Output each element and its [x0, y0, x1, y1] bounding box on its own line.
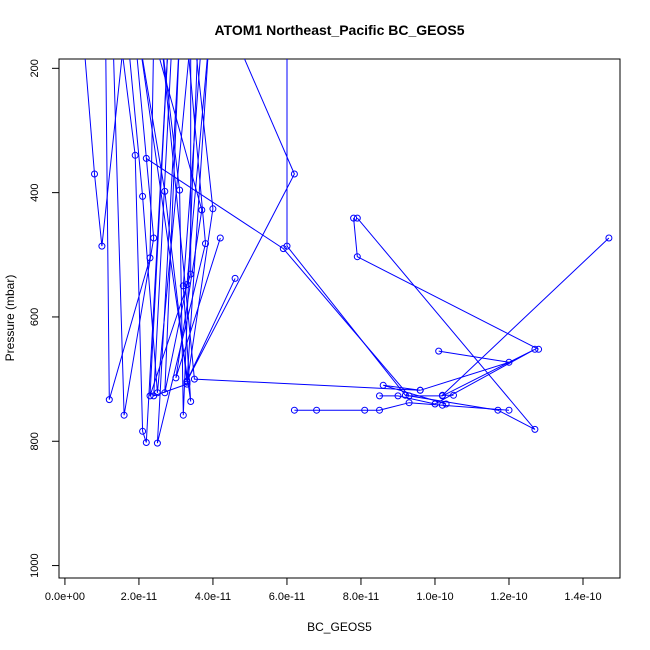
series-line: [146, 157, 536, 405]
data-point: [142, 154, 150, 162]
data-point: [139, 427, 147, 435]
data-point: [405, 399, 413, 407]
data-point: [183, 377, 191, 385]
y-tick-label: 200: [29, 59, 41, 77]
data-point: [353, 214, 361, 222]
x-tick-label: 4.0e-11: [195, 591, 232, 603]
data-point: [161, 389, 169, 397]
data-point: [187, 398, 195, 405]
data-point: [438, 391, 446, 399]
data-point: [179, 411, 187, 419]
data-point: [394, 392, 402, 400]
data-point: [131, 151, 139, 159]
series-line: [129, 59, 190, 393]
data-point: [146, 392, 154, 400]
series-line: [294, 402, 510, 411]
series-line: [164, 59, 208, 393]
data-point: [150, 234, 158, 242]
data-point: [216, 234, 224, 242]
x-tick-label: 6.0e-11: [269, 591, 306, 603]
data-point: [379, 381, 387, 389]
data-point: [494, 406, 502, 414]
data-point: [535, 345, 543, 353]
y-tick-label: 600: [29, 308, 41, 326]
series-line: [122, 59, 168, 443]
series-line: [420, 350, 510, 391]
x-axis-label: BC_GEOS5: [307, 620, 372, 634]
y-tick-label: 1000: [29, 553, 41, 577]
x-tick-label: 0.0e+00: [45, 591, 85, 603]
data-point: [120, 411, 128, 419]
series-line: [84, 59, 123, 247]
data-point: [376, 392, 383, 400]
data-point: [361, 406, 369, 414]
data-point: [139, 192, 147, 200]
data-point: [176, 186, 184, 194]
data-point: [442, 400, 450, 408]
series-line: [142, 59, 209, 383]
series-line: [105, 59, 154, 400]
data-point: [350, 214, 358, 222]
data-point: [605, 234, 613, 242]
data-point: [531, 425, 539, 433]
data-point: [98, 242, 106, 250]
data-point: [376, 406, 383, 414]
data-point: [190, 375, 198, 383]
data-point: [416, 386, 424, 394]
series-line: [186, 59, 295, 382]
data-point: [183, 281, 191, 289]
x-tick-label: 1.2e-10: [490, 591, 527, 603]
series-line: [353, 218, 539, 350]
x-tick-label: 1.4e-10: [564, 591, 601, 603]
series-line: [286, 59, 536, 430]
data-point: [505, 406, 513, 414]
series-line: [149, 59, 192, 397]
data-point: [91, 170, 98, 178]
data-point: [450, 391, 457, 399]
data-point: [401, 391, 409, 399]
data-point: [290, 406, 298, 414]
y-tick-label: 400: [29, 183, 41, 201]
data-point: [105, 396, 113, 404]
x-tick-label: 8.0e-11: [343, 591, 380, 603]
data-point: [209, 205, 217, 213]
x-axis: 0.0e+00 2.0e-11 4.0e-11 6.0e-11 8.0e-11 1.0e-…: [45, 577, 602, 603]
data-point: [142, 439, 150, 446]
data-point: [283, 242, 291, 250]
series-line: [441, 237, 610, 396]
data-point: [313, 406, 321, 414]
series-line: [113, 59, 155, 416]
data-point: [231, 274, 239, 282]
data-point: [435, 347, 443, 355]
data-point: [202, 240, 209, 248]
data-point: [150, 392, 158, 400]
data-point: [438, 401, 446, 409]
data-point: [505, 358, 513, 366]
y-axis: 200 400 600 800 1000: [29, 59, 60, 578]
chart-title: ATOM1 Northeast_Pacific BC_GEOS5: [214, 22, 464, 38]
data-point: [353, 253, 361, 261]
data-point: [153, 439, 161, 447]
y-tick-label: 800: [29, 432, 41, 450]
x-tick-label: 1.0e-10: [416, 591, 453, 603]
series-layer: [84, 59, 613, 447]
y-axis-label: Pressure (mbar): [3, 275, 17, 362]
series-line: [141, 59, 201, 402]
plot-frame: [58, 58, 621, 579]
series-line: [156, 59, 207, 444]
data-point: [187, 270, 195, 278]
x-tick-label: 2.0e-11: [121, 591, 158, 603]
data-point: [290, 170, 298, 178]
